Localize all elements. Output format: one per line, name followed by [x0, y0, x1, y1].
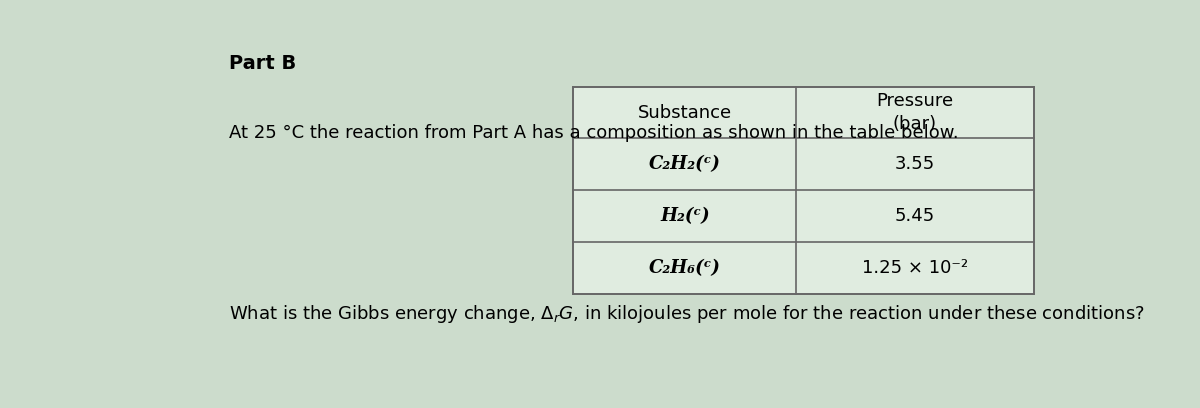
- Bar: [574, 86, 1033, 294]
- Text: H₂(ᶜ): H₂(ᶜ): [660, 207, 709, 225]
- Text: 3.55: 3.55: [895, 155, 935, 173]
- Text: What is the Gibbs energy change, $\Delta_r G$, in kilojoules per mole for the re: What is the Gibbs energy change, $\Delta…: [229, 304, 1145, 326]
- Text: C₂H₆(ᶜ): C₂H₆(ᶜ): [649, 259, 721, 277]
- Text: Part B: Part B: [229, 54, 296, 73]
- Text: C₂H₂(ᶜ): C₂H₂(ᶜ): [649, 155, 721, 173]
- Text: At 25 °C the reaction from Part A has a composition as shown in the table below.: At 25 °C the reaction from Part A has a …: [229, 124, 959, 142]
- Text: 5.45: 5.45: [895, 207, 935, 225]
- Text: 1.25 × 10⁻²: 1.25 × 10⁻²: [862, 259, 968, 277]
- Text: Pressure
(bar): Pressure (bar): [876, 93, 954, 133]
- Text: Substance: Substance: [637, 104, 732, 122]
